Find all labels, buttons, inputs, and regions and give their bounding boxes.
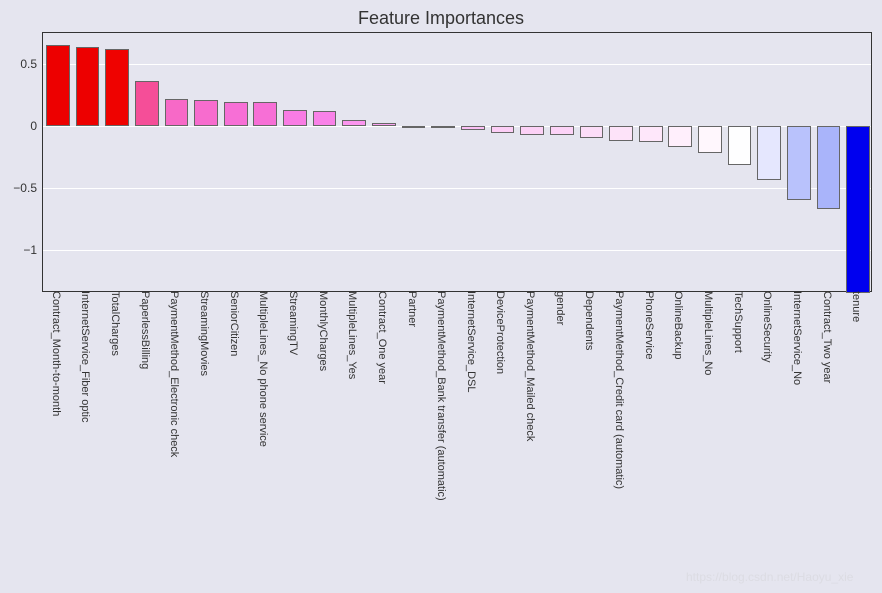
x-tick-label: MonthlyCharges: [317, 291, 333, 371]
bar: [76, 47, 100, 126]
bar: [698, 126, 722, 153]
x-tick-label: InternetService_Fiber optic: [79, 291, 95, 422]
x-tick-label: Contract_Month-to-month: [50, 291, 66, 416]
bar: [342, 120, 366, 126]
y-tick-label: −1: [23, 243, 43, 257]
x-tick-label: Partner: [406, 291, 422, 327]
bar: [46, 45, 70, 125]
x-tick-label: InternetService_No: [791, 291, 807, 385]
bar: [817, 126, 841, 209]
bar: [283, 110, 307, 126]
x-tick-label: TotalCharges: [109, 291, 125, 356]
x-tick-label: MultipleLines_No: [702, 291, 718, 375]
watermark: https://blog.csdn.net/Haoyu_xie: [686, 570, 853, 584]
x-tick-label: StreamingMovies: [198, 291, 214, 376]
x-tick-label: PaymentMethod_Credit card (automatic): [613, 291, 629, 489]
bar: [550, 126, 574, 135]
bar: [639, 126, 663, 142]
bar: [520, 126, 544, 135]
bar: [491, 126, 515, 133]
x-tick-label: PaperlessBilling: [139, 291, 155, 369]
x-tick-label: SeniorCitizen: [228, 291, 244, 356]
bar: [846, 126, 870, 293]
grid-line: [43, 188, 871, 189]
x-tick-label: OnlineBackup: [672, 291, 688, 360]
x-tick-label: TechSupport: [732, 291, 748, 353]
x-tick-label: Contract_One year: [376, 291, 392, 384]
bar: [224, 102, 248, 126]
grid-line: [43, 250, 871, 251]
y-tick-label: 0: [30, 119, 43, 133]
x-tick-label: Contract_Two year: [821, 291, 837, 383]
bar: [787, 126, 811, 200]
x-tick-label: InternetService_DSL: [465, 291, 481, 393]
x-tick-label: PaymentMethod_Mailed check: [524, 291, 540, 441]
bar: [402, 126, 426, 128]
x-tick-label: PaymentMethod_Electronic check: [168, 291, 184, 457]
x-tick-label: MultipleLines_Yes: [346, 291, 362, 379]
x-tick-label: gender: [554, 291, 570, 325]
grid-line: [43, 64, 871, 65]
bar: [609, 126, 633, 141]
x-tick-label: DeviceProtection: [494, 291, 510, 374]
x-tick-label: PaymentMethod_Bank transfer (automatic): [435, 291, 451, 501]
bar: [194, 100, 218, 126]
bar: [580, 126, 604, 138]
bar: [372, 123, 396, 125]
x-tick-label: PhoneService: [643, 291, 659, 360]
chart-title: Feature Importances: [0, 8, 882, 29]
bar: [165, 99, 189, 126]
bar: [253, 102, 277, 126]
x-tick-label: MultipleLines_No phone service: [257, 291, 273, 447]
bar: [313, 111, 337, 126]
x-tick-label: tenure: [850, 291, 866, 322]
y-tick-label: 0.5: [20, 57, 43, 71]
bar: [668, 126, 692, 147]
bar: [431, 126, 455, 128]
x-tick-label: StreamingTV: [287, 291, 303, 355]
bar: [728, 126, 752, 166]
x-tick-label: Dependents: [583, 291, 599, 350]
y-tick-label: −0.5: [13, 181, 43, 195]
bar: [461, 126, 485, 130]
bar: [135, 81, 159, 126]
plot-area: −1−0.500.5Contract_Month-to-monthInterne…: [42, 32, 872, 292]
bar: [105, 49, 129, 126]
bar: [757, 126, 781, 180]
x-tick-label: OnlineSecurity: [761, 291, 777, 363]
